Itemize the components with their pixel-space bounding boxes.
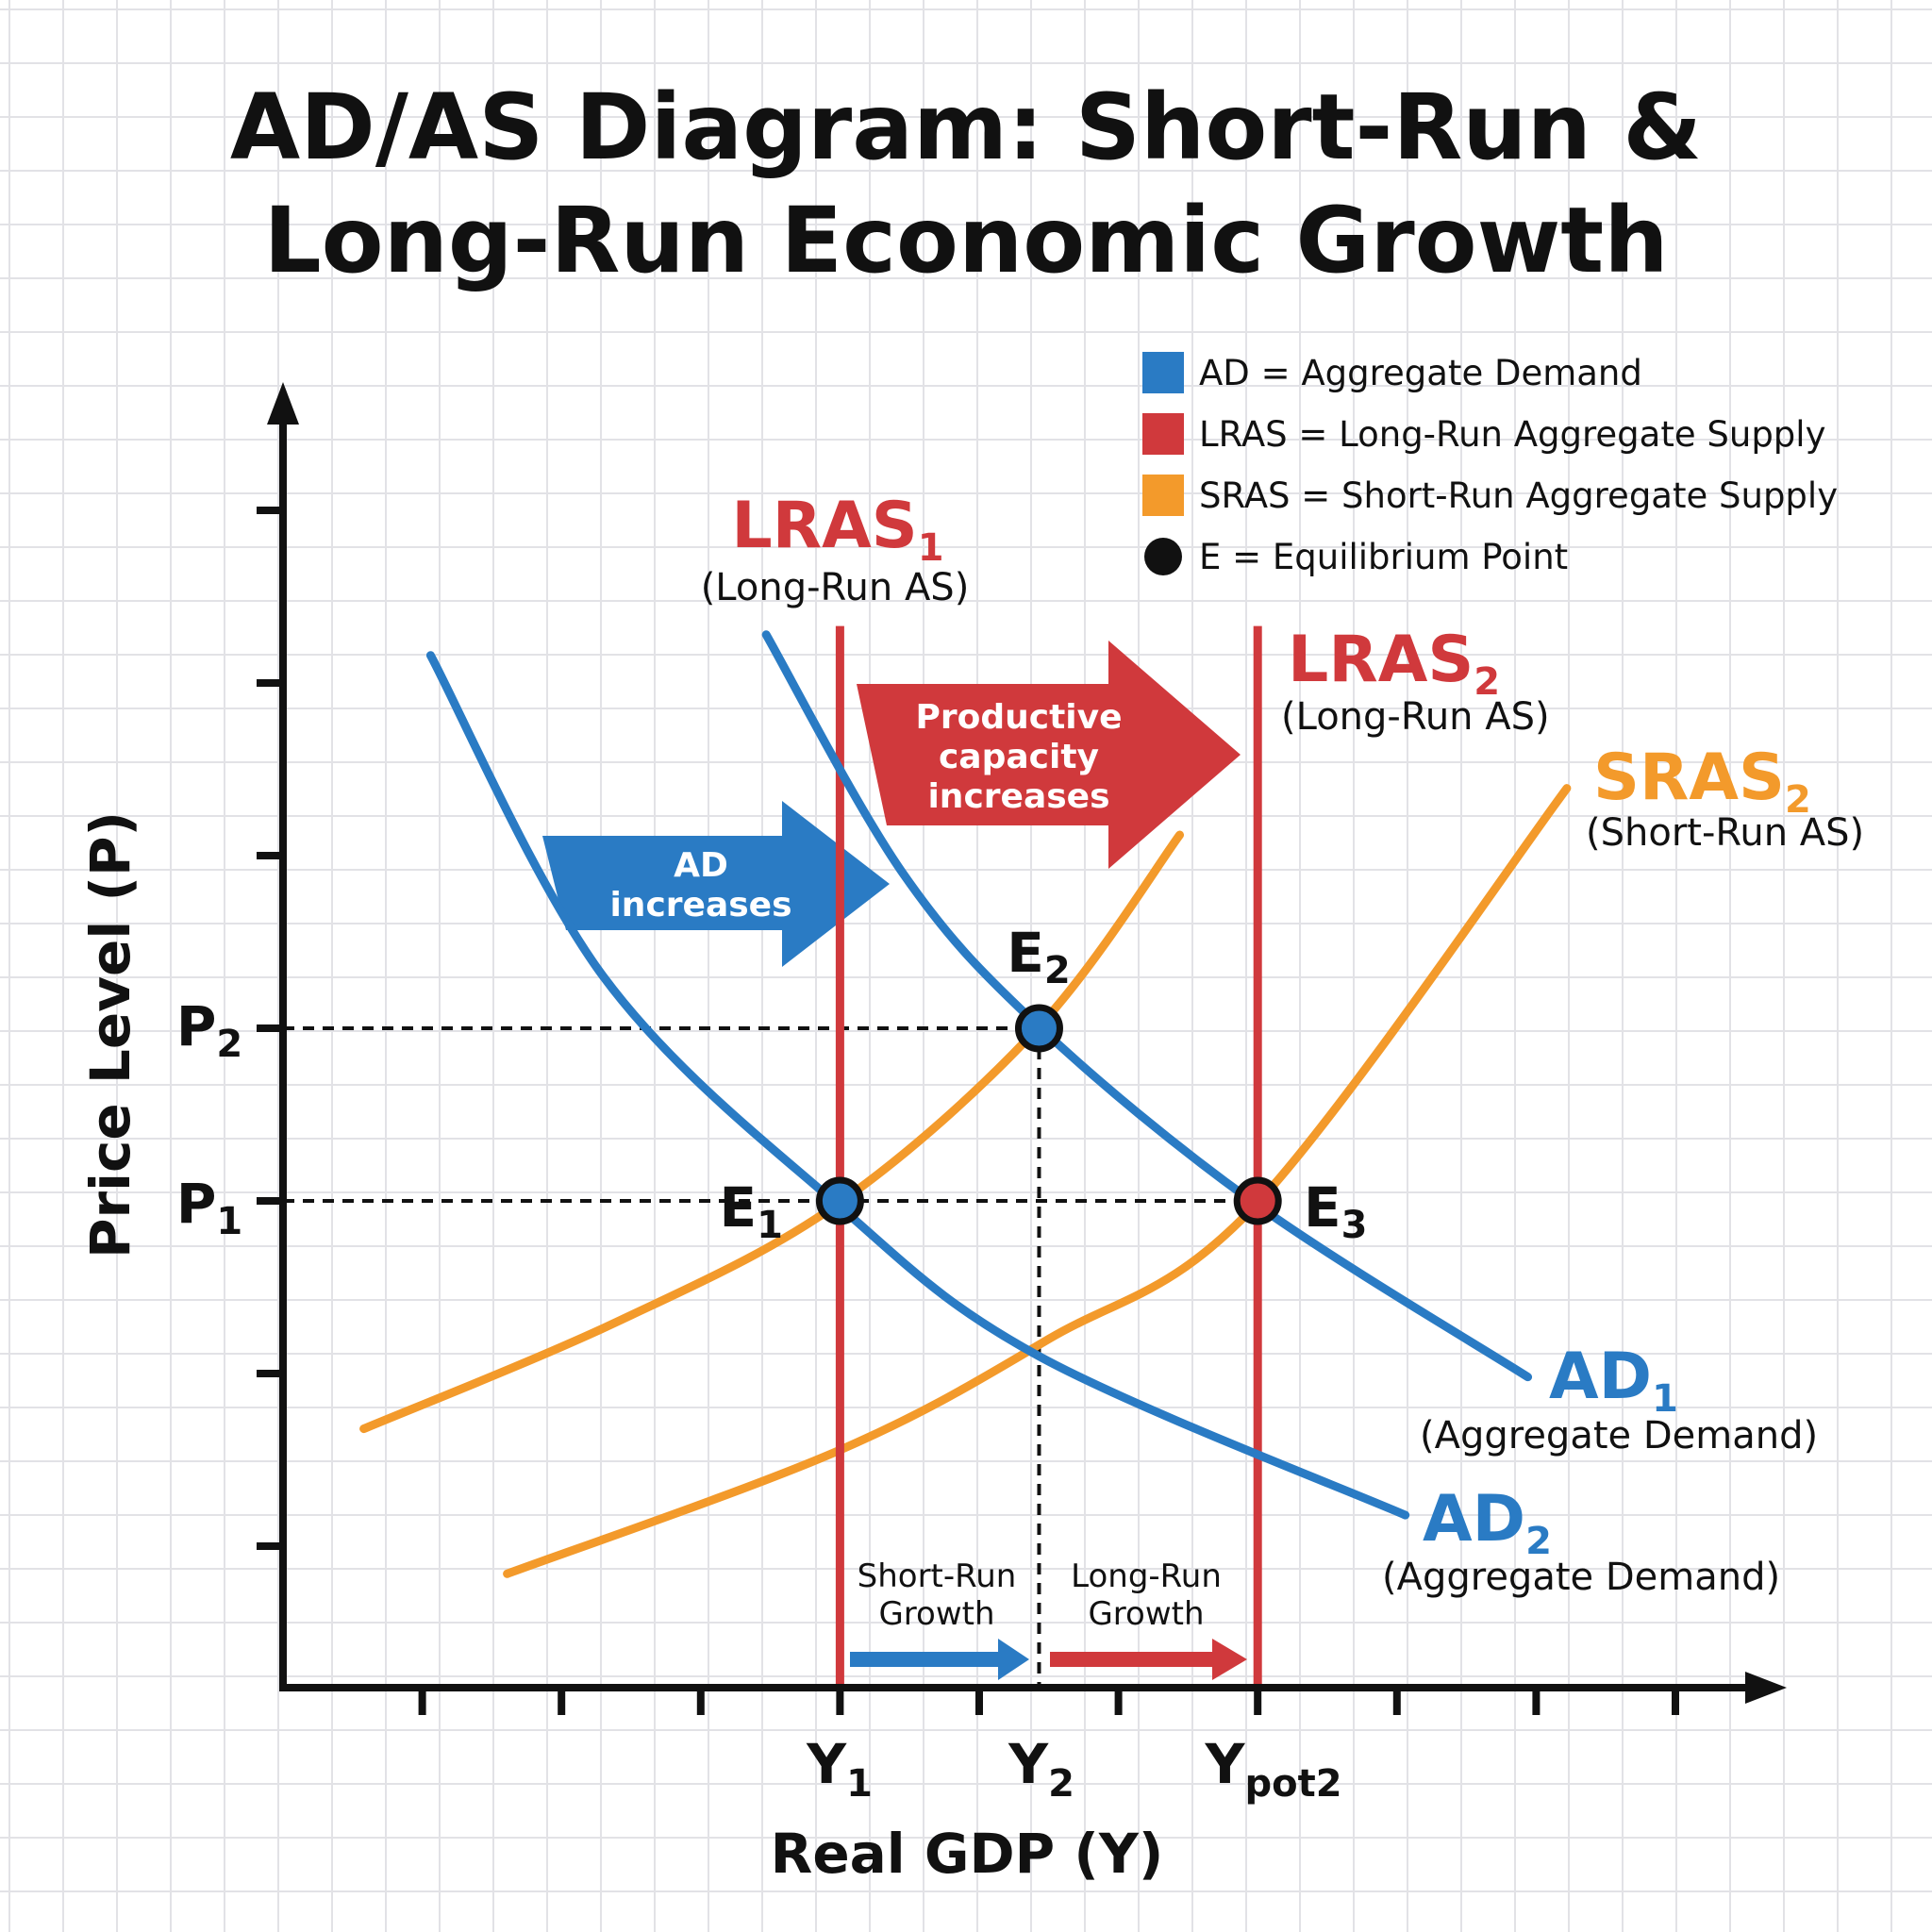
sras2-curve [503,784,1572,1578]
sras2-label: SRAS2 [1593,741,1811,822]
ad-arrow-text-1: AD [674,846,728,885]
e3-label: E3 [1304,1175,1367,1247]
plot-area [283,625,1572,1688]
legend-label-ad: AD = Aggregate Demand [1199,353,1642,393]
y-axis-arrowhead [267,382,299,425]
long-run-growth-arrow [1050,1639,1247,1680]
ad1-desc: (Aggregate Demand) [1420,1414,1818,1457]
p2-tick-label: P2 [176,994,242,1066]
long-run-growth-text-1: Long-Run [1071,1557,1222,1595]
x-axis-arrowhead [1745,1672,1787,1704]
capacity-arrow-text-3: increases [927,777,1109,816]
capacity-arrow-text-2: capacity [939,738,1099,776]
legend-label-lras: LRAS = Long-Run Aggregate Supply [1199,414,1825,455]
ad-increases-arrow: AD increases [542,801,890,967]
y1-tick-label: Y1 [806,1732,873,1806]
e3-point [1233,1176,1282,1225]
lras-shift-arrow-shape [857,641,1241,869]
chart-title-line2: Long-Run Economic Growth [263,188,1668,293]
legend-label-equilibrium: E = Equilibrium Point [1199,537,1568,577]
legend-label-sras: SRAS = Short-Run Aggregate Supply [1199,475,1838,516]
p1-tick-label: P1 [176,1172,242,1243]
ypot2-tick-label: Ypot2 [1204,1732,1341,1806]
legend: AD = Aggregate Demand LRAS = Long-Run Ag… [1142,352,1838,577]
lras2-desc: (Long-Run AS) [1281,695,1550,739]
sras2-desc: (Short-Run AS) [1586,811,1864,855]
legend-swatch-ad [1142,352,1184,393]
ad2-label: AD2 [1423,1482,1552,1563]
y2-tick-label: Y2 [1008,1732,1074,1806]
chart-title-line1: AD/AS Diagram: Short-Run & [230,75,1702,180]
short-run-growth-arrow [850,1639,1029,1680]
e2-point [1014,1004,1063,1053]
short-run-growth: Short-Run Growth [850,1557,1029,1680]
legend-swatch-lras [1142,413,1184,455]
long-run-growth: Long-Run Growth [1050,1557,1247,1680]
lras2-label: LRAS2 [1288,623,1500,704]
capacity-arrow-text-1: Productive [915,698,1122,737]
x-axis-title: Real GDP (Y) [771,1822,1164,1886]
y-axis-title: Price Level (P) [78,811,142,1258]
lras1-label: LRAS1 [731,489,943,570]
axes [257,382,1787,1715]
long-run-growth-text-2: Growth [1088,1595,1204,1633]
lras1-desc: (Long-Run AS) [701,566,970,609]
ad1-label: AD1 [1549,1340,1678,1421]
short-run-growth-text-2: Growth [878,1595,994,1633]
legend-swatch-equilibrium [1144,538,1182,575]
short-run-growth-text-1: Short-Run [858,1557,1017,1595]
ad2-desc: (Aggregate Demand) [1382,1556,1780,1599]
ad-shift-arrow-shape [542,801,890,967]
capacity-increases-arrow: Productive capacity increases [857,641,1241,869]
e1-label: E1 [720,1175,783,1247]
e1-point [815,1176,864,1225]
legend-swatch-sras [1142,475,1184,516]
e2-label: E2 [1007,921,1070,992]
axis-ticks [257,507,1679,1715]
ad-arrow-text-2: increases [609,886,791,924]
